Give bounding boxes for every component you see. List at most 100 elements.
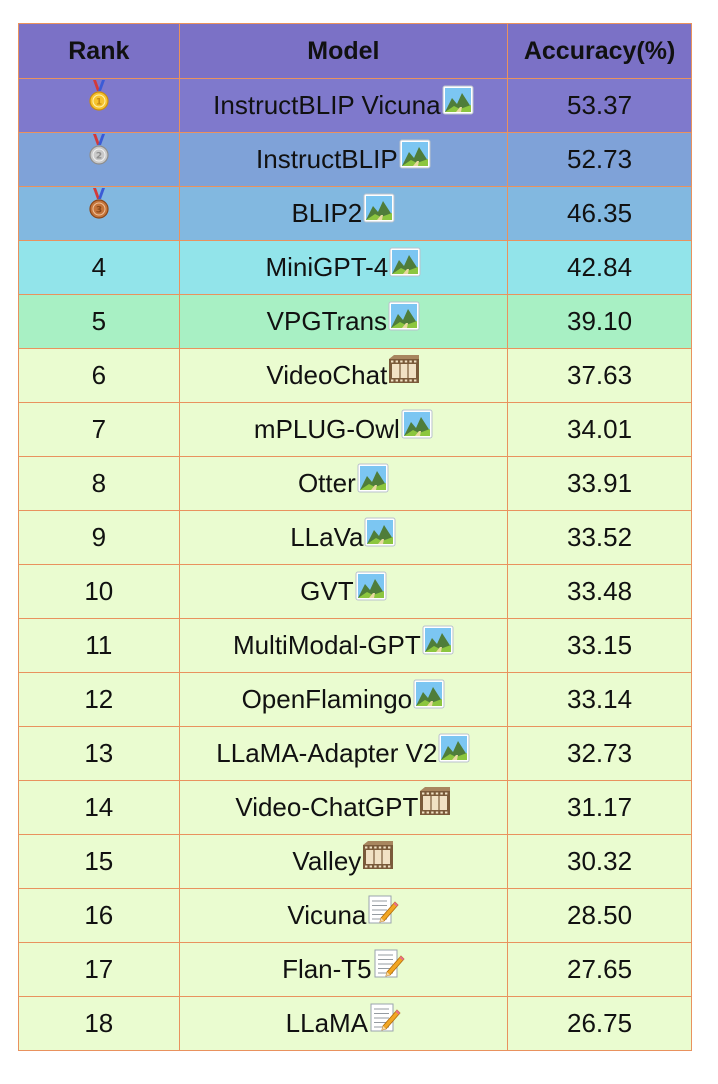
model-name: LLaVa	[290, 522, 364, 552]
model-cell: OpenFlamingo	[178, 672, 509, 727]
model-name-group: LLaMA-Adapter V2	[216, 733, 470, 769]
rank-cell: 10	[18, 564, 180, 619]
model-cell: Flan-T5	[178, 942, 509, 997]
table-row: 17 Flan-T5 27.65	[18, 942, 692, 997]
memo-icon	[373, 949, 405, 979]
rank-cell: 6	[18, 348, 180, 403]
film-icon	[388, 354, 420, 385]
model-name: VideoChat	[266, 360, 388, 390]
rank-header: Rank	[18, 23, 180, 79]
model-name: MultiModal-GPT	[232, 630, 421, 660]
accuracy-cell: 30.32	[507, 834, 692, 889]
table-row: 9 LLaVa 33.52	[18, 510, 692, 565]
model-name: Vicuna	[287, 900, 367, 930]
model-name: Otter	[297, 468, 356, 498]
table-row: 2 InstructBLIP 52.73	[18, 132, 692, 187]
table-row: 5 VPGTrans 39.10	[18, 294, 692, 349]
memo-icon	[367, 895, 399, 925]
model-name: OpenFlamingo	[241, 684, 413, 714]
model-name: Video-ChatGPT	[235, 792, 419, 822]
model-name-group: MultiModal-GPT	[232, 625, 454, 661]
table-row: 11 MultiModal-GPT 33.15	[18, 618, 692, 673]
model-name: BLIP2	[291, 198, 363, 228]
image-icon	[442, 85, 474, 115]
rank-cell: 18	[18, 996, 180, 1051]
rank-value: 7	[91, 414, 107, 444]
accuracy-cell: 27.65	[507, 942, 692, 997]
model-name-group: Valley	[292, 840, 394, 877]
model-cell: InstructBLIP	[178, 132, 509, 187]
rank-value: 6	[91, 360, 107, 390]
table-row: 3 BLIP2 46.35	[18, 186, 692, 241]
rank-cell: 14	[18, 780, 180, 835]
header-row: Rank Model Accuracy(%)	[18, 23, 692, 79]
model-name-group: Vicuna	[287, 895, 399, 931]
rank-value: 9	[91, 522, 107, 552]
model-name: InstructBLIP	[256, 144, 398, 174]
rank-value: 10	[84, 576, 114, 606]
model-header: Model	[178, 23, 509, 79]
rank-value: 17	[84, 954, 114, 984]
gold-medal-icon: 1	[88, 80, 110, 112]
accuracy-cell: 33.15	[507, 618, 692, 673]
model-name: InstructBLIP Vicuna	[213, 90, 441, 120]
model-name-group: Video-ChatGPT	[235, 786, 451, 823]
table-row: 4 MiniGPT-4 42.84	[18, 240, 692, 295]
image-icon	[357, 463, 389, 493]
rank-cell: 4	[18, 240, 180, 295]
rank-cell: 9	[18, 510, 180, 565]
image-icon	[364, 517, 396, 547]
image-icon	[355, 571, 387, 601]
accuracy-cell: 28.50	[507, 888, 692, 943]
model-name: MiniGPT-4	[265, 252, 389, 282]
image-icon	[389, 247, 421, 277]
accuracy-cell: 46.35	[507, 186, 692, 241]
table-row: 7 mPLUG-Owl 34.01	[18, 402, 692, 457]
model-cell: VideoChat	[178, 348, 509, 403]
model-cell: VPGTrans	[178, 294, 509, 349]
table-row: 15 Valley 30.32	[18, 834, 692, 889]
leaderboard-table: Rank Model Accuracy(%) 1 InstructBLIP Vic…	[18, 23, 692, 1051]
model-cell: Video-ChatGPT	[178, 780, 509, 835]
model-cell: InstructBLIP Vicuna	[178, 78, 509, 133]
model-cell: Valley	[178, 834, 509, 889]
model-name: mPLUG-Owl	[253, 414, 400, 444]
leaderboard-body: 1 InstructBLIP Vicuna 53.37 2 InstructBLIP 52…	[18, 78, 692, 1051]
accuracy-cell: 39.10	[507, 294, 692, 349]
model-cell: LLaMA	[178, 996, 509, 1051]
svg-text:3: 3	[96, 206, 102, 216]
model-name-group: MiniGPT-4	[265, 247, 421, 283]
rank-value: 16	[84, 900, 114, 930]
rank-cell: 5	[18, 294, 180, 349]
model-name-group: Flan-T5	[282, 949, 405, 985]
accuracy-cell: 42.84	[507, 240, 692, 295]
model-name-group: GVT	[300, 571, 387, 607]
model-name: Valley	[292, 846, 362, 876]
model-name-group: OpenFlamingo	[241, 679, 446, 715]
bronze-medal-icon: 3	[88, 188, 110, 220]
model-name-group: BLIP2	[291, 193, 395, 229]
accuracy-cell: 33.52	[507, 510, 692, 565]
rank-cell: 1	[18, 78, 180, 133]
film-icon	[362, 840, 394, 871]
model-name-group: mPLUG-Owl	[253, 409, 433, 445]
rank-cell: 2	[18, 132, 180, 187]
rank-cell: 12	[18, 672, 180, 727]
rank-cell: 13	[18, 726, 180, 781]
memo-icon	[369, 1003, 401, 1033]
rank-value: 18	[84, 1008, 114, 1038]
model-cell: mPLUG-Owl	[178, 402, 509, 457]
table-row: 1 InstructBLIP Vicuna 53.37	[18, 78, 692, 133]
model-name-group: VPGTrans	[267, 301, 420, 337]
table-row: 13 LLaMA-Adapter V2 32.73	[18, 726, 692, 781]
model-cell: Vicuna	[178, 888, 509, 943]
model-name-group: InstructBLIP Vicuna	[213, 85, 474, 121]
accuracy-header: Accuracy(%)	[507, 23, 692, 79]
rank-value: 8	[91, 468, 107, 498]
rank-value: 4	[91, 252, 107, 282]
table-row: 12 OpenFlamingo 33.14	[18, 672, 692, 727]
rank-cell: 8	[18, 456, 180, 511]
accuracy-cell: 33.48	[507, 564, 692, 619]
image-icon	[422, 625, 454, 655]
table-row: 6 VideoChat 37.63	[18, 348, 692, 403]
